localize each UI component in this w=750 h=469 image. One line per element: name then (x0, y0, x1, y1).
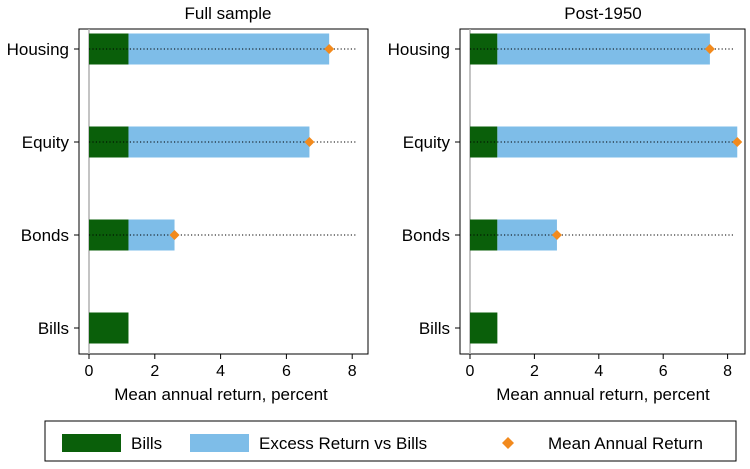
bar-excess-bonds (497, 219, 557, 251)
plot-frame (459, 28, 746, 355)
bar-bills-bonds (89, 219, 129, 251)
x-tick-label: 4 (594, 363, 603, 380)
category-label: Equity (403, 133, 451, 152)
x-axis-label: Mean annual return, percent (496, 385, 710, 404)
category-label: Bonds (21, 226, 69, 245)
legend-label-bills: Bills (131, 434, 162, 453)
legend-label-mean: Mean Annual Return (548, 434, 703, 453)
x-tick-label: 4 (216, 363, 225, 380)
panel-title: Post-1950 (564, 4, 642, 23)
mean-marker-equity (732, 137, 743, 147)
legend-swatch-excess (190, 434, 249, 452)
mean-marker-housing (324, 44, 335, 54)
bar-excess-bonds (128, 219, 175, 251)
x-tick-label: 8 (348, 363, 357, 380)
category-label: Housing (7, 40, 69, 59)
panel-full-sample: Full sample Housing Equity Bonds Bills 0 2 4 6 8… (7, 4, 369, 404)
x-axis-label: Mean annual return, percent (114, 385, 328, 404)
x-tick-label: 6 (659, 363, 668, 380)
x-tick-label: 8 (723, 363, 732, 380)
category-label: Bills (419, 319, 450, 338)
mean-marker-bonds (551, 230, 562, 240)
mean-marker-housing (704, 44, 715, 54)
category-label: Equity (22, 133, 70, 152)
legend-swatch-bills (62, 434, 121, 452)
category-label: Bills (38, 319, 69, 338)
x-tick-label: 6 (282, 363, 291, 380)
legend-frame (44, 420, 737, 462)
bar-bills-housing (89, 33, 129, 65)
category-label: Bonds (402, 226, 450, 245)
plot-frame (78, 28, 369, 355)
bar-bills-bills (470, 312, 498, 344)
x-tick-label: 0 (466, 363, 475, 380)
legend: Bills Excess Return vs Bills Mean Annual… (44, 420, 737, 462)
mean-marker-bonds (169, 230, 180, 240)
panel-post-1950: Post-1950 Housing Equity Bonds Bills 0 2 4 6 8 M… (388, 4, 746, 404)
panel-title: Full sample (185, 4, 272, 23)
marks: Housing Equity Bonds Bills 0 2 4 6 8 (388, 29, 743, 380)
mean-marker-equity (304, 137, 315, 147)
legend-label-excess: Excess Return vs Bills (259, 434, 427, 453)
x-tick-label: 0 (85, 363, 94, 380)
bar-bills-equity (89, 126, 129, 158)
category-label: Housing (388, 40, 450, 59)
bar-bills-bills (89, 312, 129, 344)
x-tick-label: 2 (150, 363, 159, 380)
legend-marker-mean (502, 437, 514, 449)
marks: Housing Equity Bonds Bills 0 2 4 6 8 (7, 29, 357, 380)
x-tick-label: 2 (530, 363, 539, 380)
